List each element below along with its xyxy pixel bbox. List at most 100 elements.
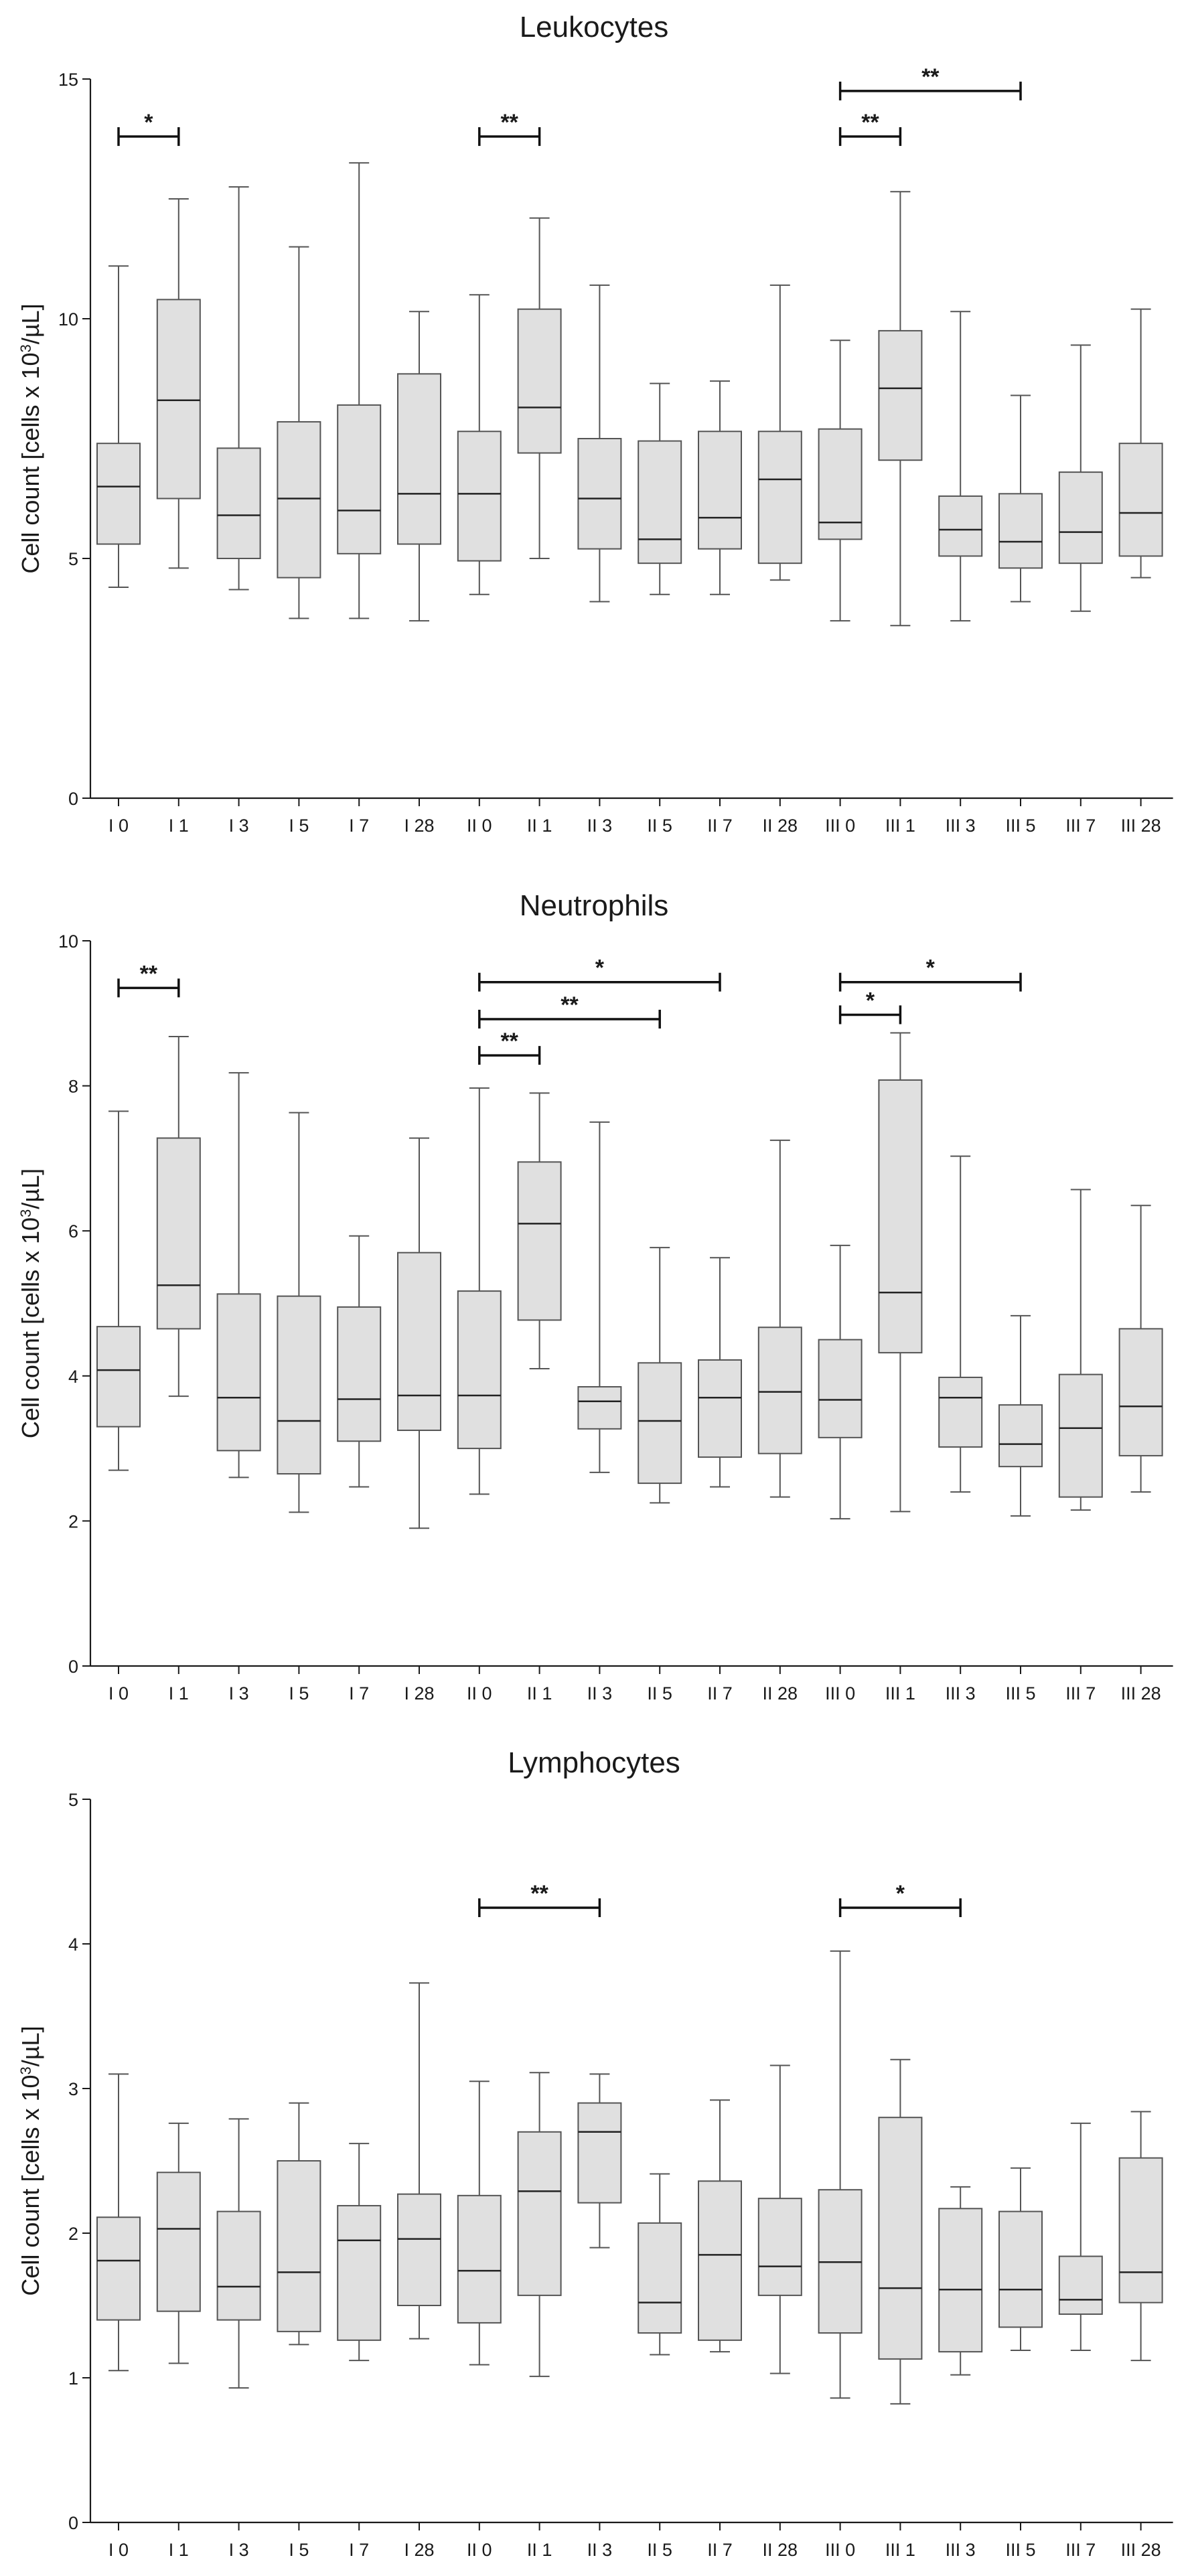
iqr-box xyxy=(878,1079,923,1354)
x-tick-label: III 28 xyxy=(1121,816,1161,836)
x-tick-label: III 5 xyxy=(1005,816,1035,836)
x-tick-label: I 28 xyxy=(404,1683,434,1703)
box-i-28 xyxy=(397,1137,441,1529)
x-tick-label: I 0 xyxy=(108,816,129,836)
iqr-box xyxy=(156,2172,201,2312)
x-tick-label: III 0 xyxy=(825,816,855,836)
box-ii-5 xyxy=(638,382,682,595)
iqr-box xyxy=(577,2102,622,2204)
y-tick-label: 0 xyxy=(68,1657,78,1677)
iqr-box xyxy=(517,1161,562,1321)
y-tick-label: 10 xyxy=(58,309,78,329)
box-i-0 xyxy=(96,265,141,588)
significance-bracket: * xyxy=(117,110,180,146)
x-tick-label: II 7 xyxy=(707,2540,733,2560)
y-tick-label: 0 xyxy=(68,789,78,809)
iqr-box xyxy=(938,1376,983,1448)
x-tick-label: II 28 xyxy=(763,1683,798,1703)
box-iii-3 xyxy=(938,311,983,622)
x-tick-label: III 7 xyxy=(1065,816,1096,836)
y-tick-label: 8 xyxy=(68,1077,78,1097)
box-i-1 xyxy=(156,2122,201,2364)
x-tick-label: II 1 xyxy=(527,816,552,836)
iqr-box xyxy=(698,2180,742,2341)
significance-label: ** xyxy=(140,961,158,986)
significance-label: * xyxy=(866,988,875,1013)
x-tick-label: I 0 xyxy=(108,2540,129,2560)
box-ii-3 xyxy=(577,284,622,603)
x-tick-label: II 0 xyxy=(467,2540,492,2560)
x-tick-label: II 1 xyxy=(527,1683,552,1703)
box-i-7 xyxy=(337,162,382,619)
box-ii-0 xyxy=(457,1087,502,1495)
x-tick-label: II 0 xyxy=(467,816,492,836)
x-tick-label: I 7 xyxy=(349,2540,369,2560)
significance-bracket: * xyxy=(838,988,902,1025)
significance-label: * xyxy=(926,956,936,981)
x-tick-label: II 28 xyxy=(763,2540,798,2560)
significance-bracket: * xyxy=(838,956,1022,992)
box-iii-0 xyxy=(818,339,863,622)
iqr-box xyxy=(1118,2157,1163,2303)
y-axis-label-sup: 3 xyxy=(17,344,34,352)
y-axis-label-tail: /µL] xyxy=(17,2026,44,2066)
iqr-box xyxy=(96,443,141,545)
box-i-1 xyxy=(156,1035,201,1397)
y-axis-label: Cell count [cells x 103/µL] xyxy=(17,2026,44,2295)
x-tick-label: II 5 xyxy=(647,816,672,836)
iqr-box xyxy=(698,431,742,550)
iqr-box xyxy=(216,1293,261,1452)
x-tick-label: II 7 xyxy=(707,1683,733,1703)
iqr-box xyxy=(1058,2255,1103,2315)
box-ii-0 xyxy=(457,294,502,595)
iqr-box xyxy=(818,1339,863,1438)
iqr-box xyxy=(337,1306,382,1442)
y-axis-label-main: Cell count [cells x 10 xyxy=(17,352,44,573)
box-ii-7 xyxy=(698,2099,742,2353)
iqr-box xyxy=(577,1386,622,1430)
iqr-box xyxy=(998,2210,1043,2328)
x-tick-label: III 7 xyxy=(1065,2540,1096,2560)
significance-bracket: * xyxy=(478,956,721,992)
significance-bracket: ** xyxy=(478,110,541,146)
y-tick-label: 10 xyxy=(58,931,78,952)
box-ii-7 xyxy=(698,380,742,595)
significance-bracket: ** xyxy=(117,961,180,998)
box-ii-7 xyxy=(698,1257,742,1488)
x-tick-label: III 3 xyxy=(946,2540,976,2560)
box-i-7 xyxy=(337,2143,382,2362)
x-tick-label: I 7 xyxy=(349,816,369,836)
x-tick-label: III 7 xyxy=(1065,1683,1096,1703)
chart-lymphocytes: Lymphocytes Cell count [cells x 103/µL] 0 1… xyxy=(17,1746,1173,2560)
iqr-box xyxy=(216,2210,261,2321)
y-axis-label-sup: 3 xyxy=(17,1209,34,1217)
box-i-7 xyxy=(337,1235,382,1488)
box-ii-28 xyxy=(757,2064,802,2374)
x-tick-label: III 3 xyxy=(946,1683,976,1703)
significance-label: ** xyxy=(530,1881,548,1906)
y-axis-label-tail: /µL] xyxy=(17,303,44,344)
chart-title: Lymphocytes xyxy=(508,1746,680,1779)
box-iii-0 xyxy=(818,1950,863,2399)
box-ii-5 xyxy=(638,1247,682,1504)
iqr-box xyxy=(337,2204,382,2341)
box-iii-1 xyxy=(878,2058,923,2405)
x-tick-label: I 3 xyxy=(229,2540,249,2560)
iqr-box xyxy=(156,1137,201,1330)
x-tick-label: I 1 xyxy=(169,816,189,836)
iqr-box xyxy=(698,1359,742,1458)
box-iii-7 xyxy=(1058,2122,1103,2351)
iqr-box xyxy=(998,1404,1043,1468)
chart-leukocytes: Leukocytes Cell count [cells x 103/µL] 0 5 1… xyxy=(17,11,1173,836)
box-i-3 xyxy=(216,186,261,591)
y-tick-label: 2 xyxy=(68,2224,78,2244)
box-iii-5 xyxy=(998,1314,1043,1517)
iqr-box xyxy=(156,299,201,500)
y-tick-label: 4 xyxy=(68,1367,78,1387)
x-tick-label: III 1 xyxy=(885,1683,915,1703)
y-tick-label: 0 xyxy=(68,2513,78,2533)
y-tick-label: 1 xyxy=(68,2368,78,2389)
box-ii-28 xyxy=(757,1139,802,1498)
x-tick-label: III 1 xyxy=(885,2540,915,2560)
y-tick-label: 5 xyxy=(68,1790,78,1810)
